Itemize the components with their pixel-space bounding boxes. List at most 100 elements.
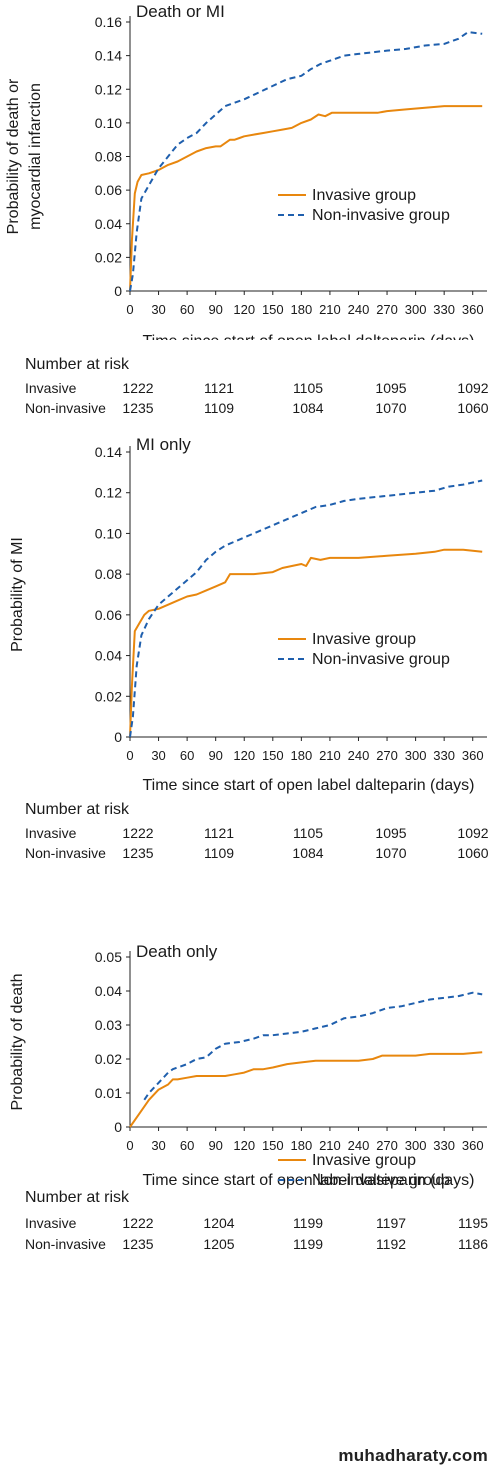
y-axis-label: Probability of death or <box>5 78 22 234</box>
risk-cell: 1204 <box>203 1215 235 1231</box>
risk-table-title: Number at risk <box>25 356 130 373</box>
risk-cell: 1105 <box>292 380 324 396</box>
risk-row-label-non-invasive: Non-invasive <box>25 845 106 861</box>
x-tick-label: 30 <box>151 302 165 317</box>
x-tick-label: 270 <box>376 1138 398 1153</box>
x-tick-label: 330 <box>433 1138 455 1153</box>
x-tick-label: 60 <box>180 748 194 763</box>
legend-label: Invasive group <box>312 1152 416 1169</box>
x-tick-label: 300 <box>405 1138 427 1153</box>
risk-cell: 1222 <box>122 825 154 841</box>
x-tick-label: 90 <box>208 1138 222 1153</box>
x-tick-label: 360 <box>462 302 484 317</box>
risk-cell: 1070 <box>375 400 407 416</box>
y-tick-label: 0.12 <box>95 485 122 501</box>
series-line-invasive <box>129 548 483 738</box>
risk-cell: 1095 <box>375 825 407 841</box>
y-tick-label: 0 <box>114 1119 122 1135</box>
y-tick-label: 0.02 <box>95 688 122 704</box>
series-line-invasive <box>129 105 483 292</box>
risk-cell: 1070 <box>375 845 407 861</box>
y-tick-label: 0.14 <box>95 444 122 460</box>
x-tick-label: 210 <box>319 1138 341 1153</box>
x-tick-label: 240 <box>348 748 370 763</box>
legend-label: Invasive group <box>312 631 416 648</box>
x-tick-label: 150 <box>262 302 284 317</box>
risk-table-mi-only: Number at risk Invasive 1222 1121 1105 1… <box>0 795 500 865</box>
risk-cell: 1060 <box>457 845 489 861</box>
x-tick-label: 210 <box>319 748 341 763</box>
y-tick-label: 0.08 <box>95 149 122 165</box>
x-axis-label: Time since start of open label daltepari… <box>142 777 474 794</box>
x-tick-label: 60 <box>180 302 194 317</box>
risk-cell: 1105 <box>292 825 324 841</box>
risk-cell: 1109 <box>203 400 235 416</box>
risk-table-title: Number at risk <box>25 801 130 818</box>
x-tick-label: 210 <box>319 302 341 317</box>
risk-cell: 1235 <box>122 1236 154 1252</box>
risk-cell: 1199 <box>292 1215 324 1231</box>
x-tick-label: 150 <box>262 748 284 763</box>
y-tick-label: 0.02 <box>95 249 122 265</box>
x-tick-label: 60 <box>180 1138 194 1153</box>
x-tick-label: 180 <box>291 1138 313 1153</box>
y-tick-label: 0.06 <box>95 607 122 623</box>
y-tick-label: 0 <box>114 283 122 299</box>
y-tick-label: 0.02 <box>95 1051 122 1067</box>
risk-row-label-invasive: Invasive <box>25 380 77 396</box>
y-tick-label: 0 <box>114 729 122 745</box>
risk-cell: 1195 <box>457 1215 489 1231</box>
chart-panel-mi-only: MI only 0 0.02 0.04 0.06 0.08 0.10 0.12 0.14 0 30 6… <box>0 430 500 795</box>
y-axis-label: Probability of death <box>9 974 26 1111</box>
y-tick-label: 0.03 <box>95 1017 122 1033</box>
y-axis-label: Probability of MI <box>9 537 26 652</box>
watermark: muhadharaty.com <box>338 1446 488 1465</box>
y-tick-label: 0.14 <box>95 48 122 64</box>
x-tick-label: 90 <box>208 748 222 763</box>
risk-cell: 1235 <box>122 400 154 416</box>
chart-panel-death-or-mi: Death or MI 0 0.02 0.04 0.06 0.08 0.10 0.12 0.14… <box>0 0 500 340</box>
chart-mi-only: MI only 0 0.02 0.04 0.06 0.08 0.10 0.12 0.14 0 30 6… <box>9 435 487 794</box>
risk-cell: 1222 <box>122 380 154 396</box>
y-tick-label: 0.16 <box>95 14 122 30</box>
series-line-invasive <box>129 1051 483 1128</box>
chart-title: MI only <box>136 435 191 454</box>
risk-cell: 1121 <box>203 380 235 396</box>
y-tick-label: 0.04 <box>95 648 122 664</box>
x-tick-label: 240 <box>348 1138 370 1153</box>
x-tick-label: 120 <box>233 1138 255 1153</box>
x-tick-label: 300 <box>405 748 427 763</box>
chart-death-only: Death only 0 0.01 0.02 0.03 0.04 0.05 0 30 60 90 12… <box>9 942 487 1189</box>
risk-cell: 1222 <box>122 1215 154 1231</box>
x-tick-label: 360 <box>462 1138 484 1153</box>
legend-label: Invasive group <box>312 187 416 204</box>
risk-cell: 1095 <box>375 380 407 396</box>
risk-cell: 1109 <box>203 845 235 861</box>
y-tick-label: 0.04 <box>95 216 122 232</box>
y-tick-label: 0.06 <box>95 182 122 198</box>
risk-cell: 1199 <box>292 1236 324 1252</box>
x-tick-label: 270 <box>376 748 398 763</box>
x-tick-label: 240 <box>348 302 370 317</box>
y-tick-label: 0.04 <box>95 983 122 999</box>
legend-label: Non-invasive group <box>312 207 450 224</box>
legend-label: Non-invasive group <box>312 1172 450 1189</box>
x-tick-label: 30 <box>151 748 165 763</box>
risk-row-label-non-invasive: Non-invasive <box>25 400 106 416</box>
risk-row-label-invasive: Invasive <box>25 825 77 841</box>
risk-table-death-or-mi: Number at risk Invasive 1222 1121 1105 1… <box>0 350 500 420</box>
y-axis-label: myocardial infarction <box>27 83 44 230</box>
risk-cell: 1092 <box>457 380 489 396</box>
risk-cell: 1121 <box>203 825 235 841</box>
x-tick-label: 150 <box>262 1138 284 1153</box>
risk-cell: 1186 <box>457 1236 489 1252</box>
risk-cell: 1084 <box>292 400 324 416</box>
risk-cell: 1192 <box>375 1236 407 1252</box>
risk-row-label-non-invasive: Non-invasive <box>25 1236 106 1252</box>
y-tick-label: 0.05 <box>95 949 122 965</box>
chart-panel-death-only: Death only 0 0.01 0.02 0.03 0.04 0.05 0 30 60 90 12… <box>0 935 500 1190</box>
chart-title: Death only <box>136 942 218 961</box>
y-tick-label: 0.01 <box>95 1085 122 1101</box>
x-tick-label: 0 <box>126 1138 133 1153</box>
x-tick-label: 0 <box>126 748 133 763</box>
